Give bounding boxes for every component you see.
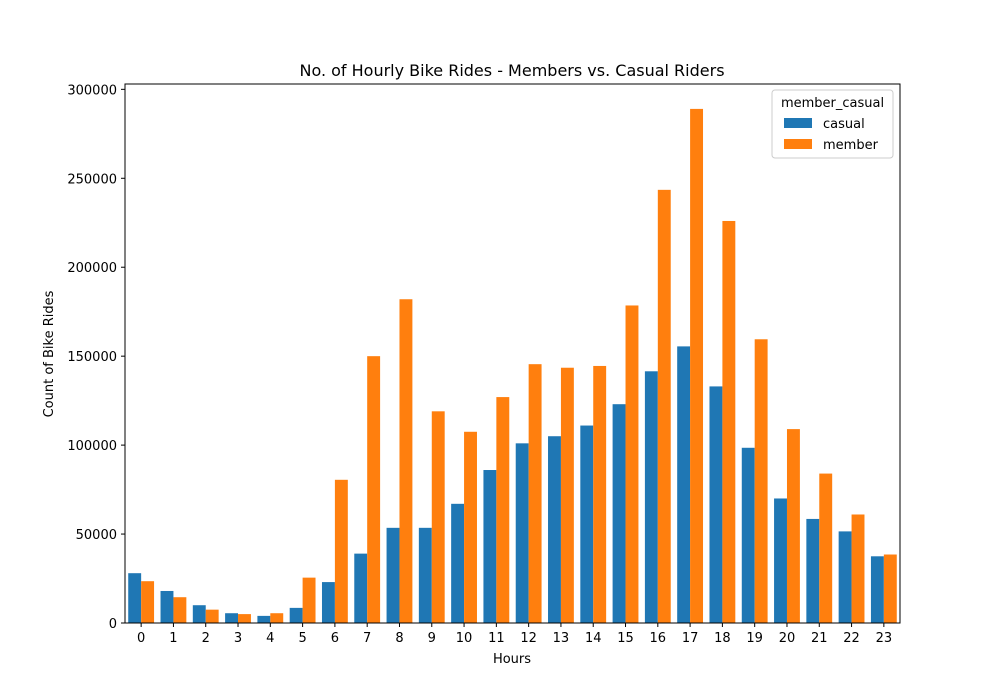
y-tick-label: 200000 [67, 261, 117, 276]
bar-casual-18 [709, 386, 723, 623]
y-tick-label: 0 [109, 617, 117, 632]
x-tick-label: 2 [202, 631, 210, 646]
y-axis-ticks: 0 50000 100000 150000 200000 250000 300000 [67, 83, 125, 632]
x-tick-label: 4 [266, 631, 274, 646]
bar-casual-2 [192, 605, 206, 623]
bar-member-16 [657, 189, 671, 623]
bar-casual-20 [774, 498, 787, 623]
bar-member-2 [205, 609, 219, 623]
bar-member-14 [593, 365, 607, 623]
bar-member-3 [238, 614, 251, 623]
bars-group [128, 108, 897, 623]
x-tick-label: 8 [395, 631, 403, 646]
bar-member-6 [334, 479, 348, 623]
bar-casual-0 [128, 573, 142, 623]
bar-casual-15 [612, 404, 626, 623]
y-tick-label: 250000 [67, 172, 117, 187]
bar-member-1 [173, 597, 187, 623]
plot-frame [124, 83, 901, 624]
bar-casual-1 [160, 590, 174, 623]
bar-member-15 [625, 305, 639, 623]
bar-member-4 [270, 613, 284, 623]
bar-member-10 [464, 431, 477, 623]
bar-casual-11 [483, 470, 497, 623]
bar-casual-14 [580, 425, 594, 623]
x-tick-label: 14 [585, 631, 602, 646]
bar-member-9 [431, 411, 445, 623]
bar-member-12 [528, 364, 542, 623]
bar-casual-21 [806, 518, 820, 623]
y-tick-label: 50000 [76, 528, 117, 543]
x-tick-label: 22 [843, 631, 860, 646]
bar-casual-10 [451, 503, 465, 623]
y-tick-label: 150000 [67, 350, 117, 365]
legend-swatch-casual [784, 118, 812, 128]
legend-title: member_casual [781, 96, 884, 111]
x-tick-label: 13 [553, 631, 570, 646]
bar-member-5 [302, 577, 316, 623]
x-tick-label: 19 [746, 631, 763, 646]
bar-member-0 [141, 581, 155, 623]
bar-member-19 [754, 339, 768, 623]
x-tick-label: 15 [617, 631, 634, 646]
y-tick-label: 100000 [67, 439, 117, 454]
y-tick-label: 300000 [67, 83, 117, 98]
bar-member-23 [883, 554, 897, 623]
bar-member-21 [819, 473, 833, 623]
bar-casual-8 [386, 527, 400, 623]
bar-casual-9 [418, 527, 432, 623]
legend-label-member: member [823, 138, 879, 153]
bar-casual-23 [870, 556, 884, 623]
x-tick-label: 0 [137, 631, 145, 646]
bar-casual-16 [644, 371, 658, 623]
x-tick-label: 11 [488, 631, 505, 646]
bar-member-18 [722, 220, 736, 623]
bar-casual-22 [838, 531, 852, 623]
x-axis-label: Hours [493, 652, 531, 667]
x-tick-label: 23 [876, 631, 893, 646]
x-tick-label: 12 [520, 631, 537, 646]
bar-casual-17 [677, 346, 691, 623]
bar-member-11 [496, 397, 510, 623]
bar-casual-5 [289, 607, 303, 623]
x-tick-label: 9 [428, 631, 436, 646]
bar-member-8 [399, 299, 413, 623]
x-tick-label: 16 [650, 631, 667, 646]
bar-member-17 [690, 108, 704, 623]
bar-casual-12 [515, 443, 529, 623]
bar-member-13 [560, 367, 574, 623]
bar-casual-6 [321, 582, 335, 623]
legend-label-casual: casual [823, 117, 865, 132]
bar-member-20 [786, 429, 800, 623]
legend-swatch-member [784, 139, 812, 149]
bar-member-7 [367, 356, 381, 623]
bar-casual-19 [741, 447, 755, 623]
x-tick-label: 17 [682, 631, 699, 646]
chart-title: No. of Hourly Bike Rides - Members vs. C… [299, 61, 724, 80]
bar-member-22 [851, 514, 865, 623]
x-tick-label: 7 [363, 631, 371, 646]
x-tick-label: 5 [298, 631, 306, 646]
x-tick-label: 18 [714, 631, 731, 646]
bar-casual-3 [225, 613, 239, 623]
x-tick-label: 20 [779, 631, 796, 646]
x-axis-ticks: 0 1 2 3 4 5 6 7 8 9 10 11 12 13 14 15 16 17 18 19 20 21 22 23 [137, 623, 892, 646]
bar-casual-7 [354, 553, 368, 623]
x-tick-label: 21 [811, 631, 828, 646]
bar-casual-4 [257, 615, 271, 623]
x-tick-label: 1 [169, 631, 177, 646]
y-axis-label: Count of Bike Rides [42, 290, 57, 417]
bar-casual-13 [548, 436, 561, 623]
x-tick-label: 3 [234, 631, 242, 646]
x-tick-label: 10 [456, 631, 473, 646]
x-tick-label: 6 [331, 631, 339, 646]
